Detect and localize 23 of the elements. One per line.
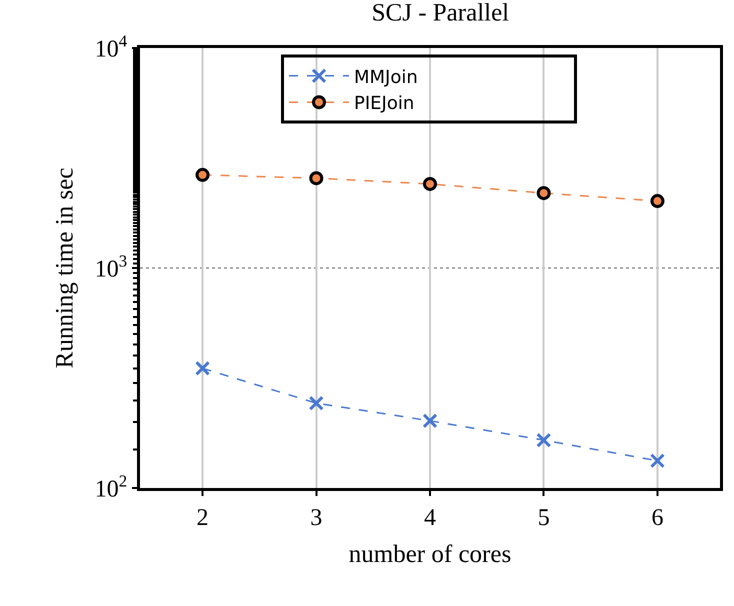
x-tick-label: 4	[424, 504, 436, 531]
point	[650, 194, 664, 208]
point	[195, 360, 210, 376]
point	[536, 186, 551, 200]
x-axis-title: number of cores	[348, 540, 512, 568]
point	[422, 413, 438, 428]
x-tick-label: 5	[538, 504, 550, 531]
y-tick-label: 10$^{2}$	[94, 471, 128, 502]
point	[309, 171, 324, 186]
point	[536, 432, 552, 448]
legend-label: PIEJoin	[354, 93, 414, 114]
legend-label: MMJoin	[354, 66, 418, 88]
x-tick-label: 6	[651, 504, 664, 531]
y-tick-label: 10$^{4}$	[94, 31, 128, 62]
point	[423, 176, 437, 191]
y-axis-title: Running time in sec	[52, 168, 79, 368]
x-tick-label: 3	[310, 504, 322, 531]
point	[196, 168, 210, 182]
point	[308, 396, 324, 411]
chart-title: SCJ - Parallel	[372, 0, 510, 27]
y-tick-label: 10$^{3}$	[94, 251, 128, 282]
x-tick-label: 2	[196, 504, 209, 531]
point	[650, 453, 665, 468]
